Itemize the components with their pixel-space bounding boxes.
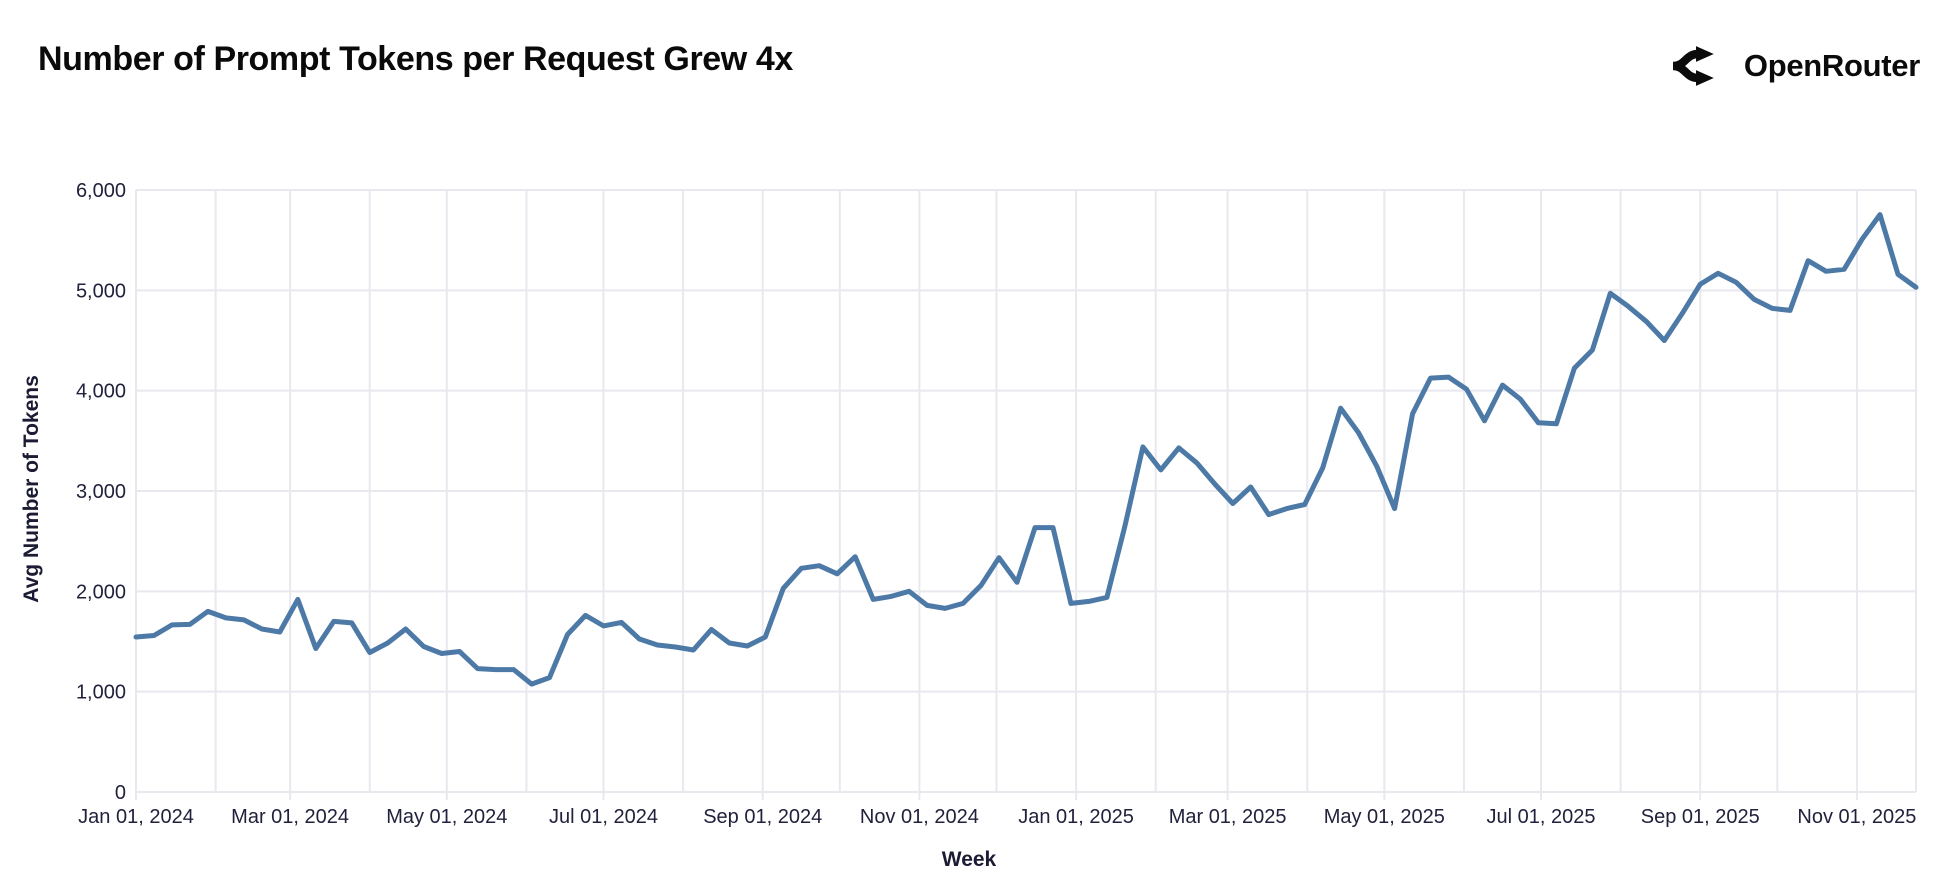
x-axis-title: Week: [941, 848, 997, 871]
y-tick-label: 0: [115, 782, 126, 804]
openrouter-logo: OpenRouter: [1672, 44, 1920, 88]
x-tick-label: Jan 01, 2025: [1018, 806, 1134, 828]
x-tick-label: Sep 01, 2024: [703, 806, 822, 828]
y-tick-label: 4,000: [76, 381, 126, 403]
x-tick-label: May 01, 2025: [1324, 806, 1445, 828]
x-tick-label: Mar 01, 2025: [1169, 806, 1287, 828]
y-tick-label: 3,000: [76, 481, 126, 503]
x-tick-label: Jan 01, 2024: [78, 806, 194, 828]
x-tick-label: Nov 01, 2025: [1797, 806, 1916, 828]
y-tick-label: 1,000: [76, 682, 126, 704]
y-tick-label: 2,000: [76, 581, 126, 603]
page-title: Number of Prompt Tokens per Request Grew…: [38, 40, 793, 78]
x-tick-label: Jul 01, 2024: [549, 806, 658, 828]
x-tick-label: Mar 01, 2024: [231, 806, 349, 828]
x-tick-label: Sep 01, 2025: [1641, 806, 1760, 828]
y-tick-label: 6,000: [76, 180, 126, 202]
openrouter-logo-text: OpenRouter: [1743, 48, 1920, 83]
data-line-series: [133, 212, 1919, 687]
x-tick-label: Jul 01, 2025: [1487, 806, 1596, 828]
y-axis-title: Avg Number of Tokens: [20, 375, 43, 603]
openrouter-logo-icon: [1672, 46, 1714, 86]
y-tick-label: 5,000: [76, 280, 126, 302]
x-tick-label: Nov 01, 2024: [860, 806, 979, 828]
x-tick-label: May 01, 2024: [386, 806, 507, 828]
